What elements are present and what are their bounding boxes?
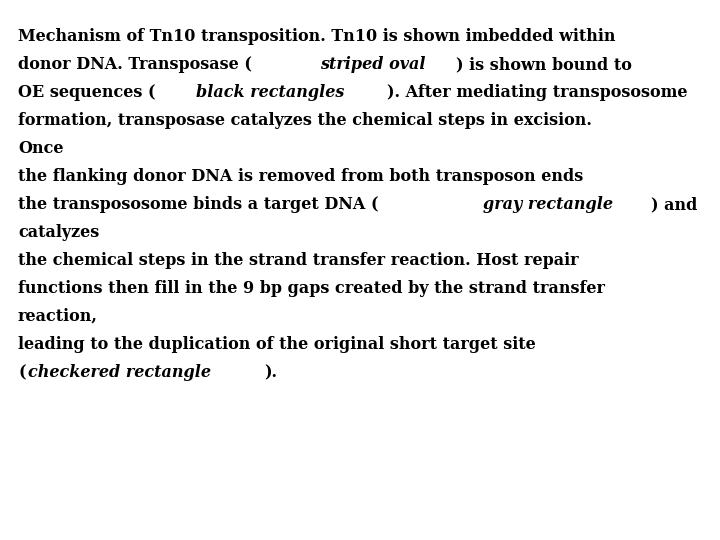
Text: checkered rectangle: checkered rectangle bbox=[28, 364, 211, 381]
Text: the flanking donor DNA is removed from both transposon ends: the flanking donor DNA is removed from b… bbox=[18, 168, 583, 185]
Text: the chemical steps in the strand transfer reaction. Host repair: the chemical steps in the strand transfe… bbox=[18, 252, 579, 269]
Text: ).: ). bbox=[264, 364, 277, 381]
Text: functions then fill in the 9 bp gaps created by the strand transfer: functions then fill in the 9 bp gaps cre… bbox=[18, 280, 605, 297]
Text: (: ( bbox=[18, 364, 26, 381]
Text: Mechanism of Tn10 transposition. Tn10 is shown imbedded within: Mechanism of Tn10 transposition. Tn10 is… bbox=[18, 28, 616, 45]
Text: Once: Once bbox=[18, 140, 63, 157]
Text: ). After mediating transpososome: ). After mediating transpososome bbox=[387, 84, 688, 101]
Text: gray rectangle: gray rectangle bbox=[483, 196, 613, 213]
Text: leading to the duplication of the original short target site: leading to the duplication of the origin… bbox=[18, 336, 536, 353]
Text: formation, transposase catalyzes the chemical steps in excision.: formation, transposase catalyzes the che… bbox=[18, 112, 592, 129]
Text: catalyzes: catalyzes bbox=[18, 224, 99, 241]
Text: ) is shown bound to: ) is shown bound to bbox=[456, 56, 632, 73]
Text: donor DNA. Transposase (: donor DNA. Transposase ( bbox=[18, 56, 252, 73]
Text: OE sequences (: OE sequences ( bbox=[18, 84, 156, 101]
Text: ) and: ) and bbox=[651, 196, 698, 213]
Text: the transpososome binds a target DNA (: the transpososome binds a target DNA ( bbox=[18, 196, 379, 213]
Text: striped oval: striped oval bbox=[320, 56, 426, 73]
Text: black rectangles: black rectangles bbox=[196, 84, 344, 101]
Text: reaction,: reaction, bbox=[18, 308, 98, 325]
